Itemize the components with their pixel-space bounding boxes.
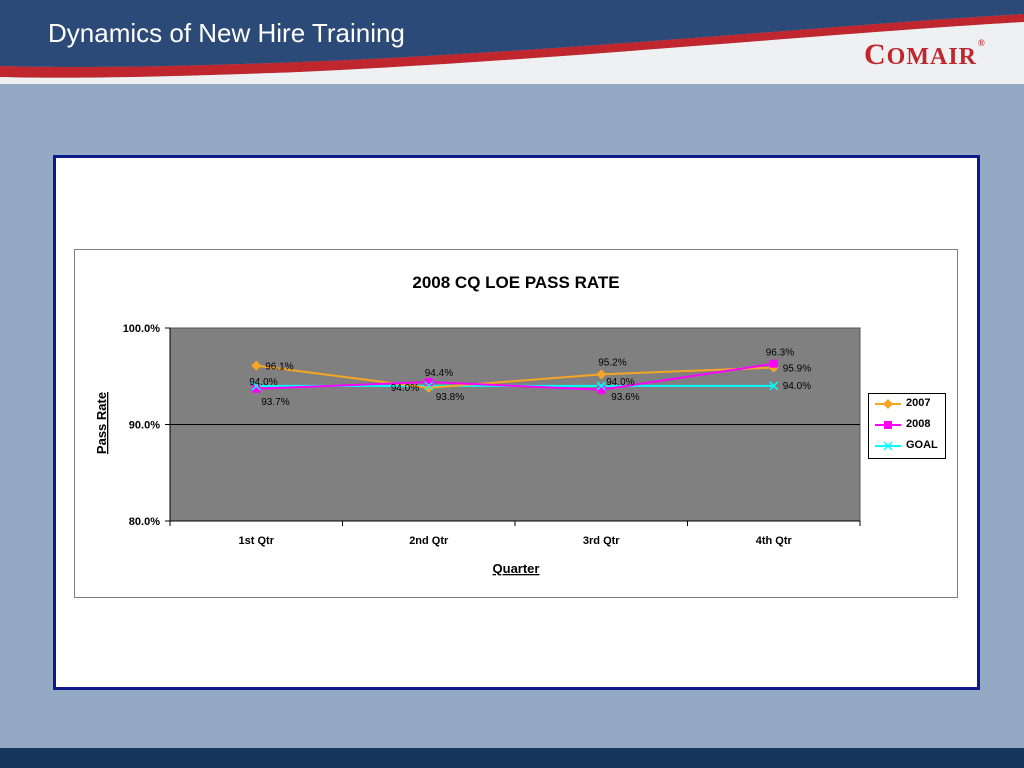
marker-goal-2 — [424, 381, 434, 391]
legend-label-2007: 2007 — [906, 397, 931, 409]
x-tick-label: 4th Qtr — [756, 535, 793, 547]
marker-2007-1 — [251, 360, 262, 371]
marker-goal-3 — [596, 381, 606, 391]
chart-area: 2008 CQ LOE PASS RATE 80.0% 90.0% 100.0% 1s… — [74, 249, 958, 598]
slide-title: Dynamics of New Hire Training — [48, 18, 405, 48]
series-line-2008 — [256, 362, 774, 391]
data-label-2008-1: 93.7% — [261, 397, 289, 408]
data-label-2007-3: 95.2% — [598, 357, 626, 368]
marker-2008-2 — [424, 378, 433, 387]
line-chart: 2008 CQ LOE PASS RATE 80.0% 90.0% 100.0% 1s… — [94, 273, 861, 576]
marker-2008-4 — [769, 359, 778, 368]
x-tick-label: 1st Qtr — [239, 535, 275, 547]
legend-marker-2008 — [875, 421, 901, 429]
legend-item-2007: 2007 — [873, 396, 945, 412]
marker-goal-1 — [251, 381, 261, 391]
data-label-2008-3: 93.6% — [611, 392, 639, 403]
marker-2008-1 — [252, 384, 261, 393]
x-tick-label: 3rd Qtr — [583, 535, 620, 547]
legend-item-2008: 2008 — [873, 417, 945, 433]
data-label-goal-1: 94.0% — [249, 377, 277, 388]
y-tick-label: 90.0% — [129, 420, 160, 432]
data-label-2007-1: 96.1% — [265, 362, 293, 373]
legend-item-goal: GOAL — [873, 438, 945, 454]
data-label-2007-2: 93.8% — [436, 392, 464, 403]
legend-marker-goal — [875, 441, 901, 451]
comair-logo: COMAIR® — [864, 38, 986, 71]
y-tick-label: 80.0% — [129, 516, 160, 528]
chart-title: 2008 CQ LOE PASS RATE — [412, 273, 619, 292]
legend-label-2008: 2008 — [906, 418, 931, 430]
marker-2008-3 — [597, 385, 606, 394]
x-tick-label: 2nd Qtr — [409, 535, 449, 547]
series-line-2007 — [256, 364, 774, 389]
y-axis-label: Pass Rate — [94, 392, 109, 454]
x-axis-label: Quarter — [493, 561, 540, 576]
header-swoosh — [0, 0, 1024, 84]
data-label-goal-4: 94.0% — [783, 381, 811, 392]
slide-header: Dynamics of New Hire Training COMAIR® — [0, 0, 1024, 96]
data-label-2008-2: 94.4% — [425, 368, 453, 379]
data-label-2007-4: 95.9% — [783, 364, 811, 375]
marker-goal-4 — [769, 381, 779, 391]
data-label-goal-3: 94.0% — [606, 377, 634, 388]
chart-legend: 2007 2008 GOAL — [868, 393, 946, 459]
legend-marker-2007 — [875, 399, 901, 409]
data-label-goal-2: 94.0% — [391, 383, 419, 394]
y-tick-label: 100.0% — [123, 323, 161, 335]
data-label-2008-4: 96.3% — [766, 348, 794, 359]
marker-2007-3 — [596, 369, 607, 380]
slide-footer — [0, 748, 1024, 768]
legend-label-goal: GOAL — [906, 439, 938, 451]
